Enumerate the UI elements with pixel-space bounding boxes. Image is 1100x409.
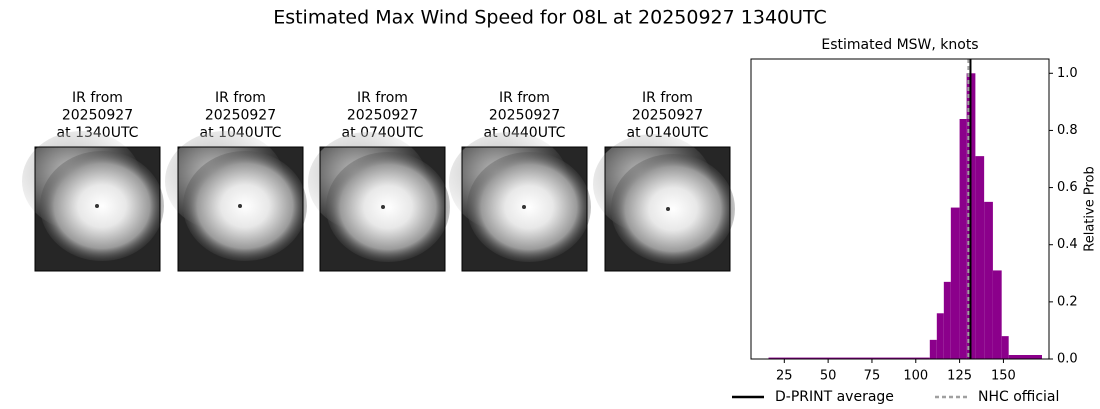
x-tick-label: 50 [820, 369, 837, 384]
panel-label: 20250927 [347, 108, 418, 124]
y-axis-label: Relative Prob [1083, 166, 1098, 251]
panel-label: IR from [357, 90, 408, 106]
panel-label: 20250927 [489, 108, 560, 124]
legend-label: NHC official [978, 389, 1059, 405]
panel-label: 20250927 [205, 108, 276, 124]
x-tick-label: 25 [776, 369, 793, 384]
y-tick-label: 0.6 [1057, 180, 1078, 195]
y-tick-label: 0.8 [1057, 123, 1078, 138]
histogram-bar [950, 207, 960, 359]
histogram-bar [1008, 355, 1042, 359]
panel-label: 20250927 [62, 108, 133, 124]
storm-eye [381, 205, 385, 209]
image-frame [34, 146, 161, 272]
panel-label: IR from [215, 90, 266, 106]
y-tick-label: 0.4 [1057, 237, 1078, 252]
image-frame [177, 146, 304, 272]
histogram-bar [975, 156, 985, 359]
x-tick-label: 100 [903, 369, 928, 384]
y-tick-label: 1.0 [1057, 66, 1078, 81]
x-tick-label: 75 [864, 369, 881, 384]
y-tick-label: 0.0 [1057, 352, 1078, 367]
y-tick-label: 0.2 [1057, 294, 1078, 309]
histogram-bar [984, 201, 993, 359]
storm-eye [238, 204, 242, 208]
panel-label: IR from [499, 90, 550, 106]
panel-label: IR from [642, 90, 693, 106]
storm-cloud [183, 151, 307, 261]
storm-cloud [467, 152, 591, 262]
histogram-bar [929, 339, 937, 359]
figure-title: Estimated Max Wind Speed for 08L at 2025… [273, 7, 827, 29]
histogram-bar [992, 270, 1002, 359]
histogram-bar [943, 281, 951, 359]
chart-title: Estimated MSW, knots [821, 37, 978, 53]
image-frame [604, 146, 731, 272]
x-tick-label: 125 [947, 369, 972, 384]
panel-label: IR from [72, 90, 123, 106]
storm-eye [666, 207, 670, 211]
histogram-bar [959, 119, 967, 359]
legend-label: D-PRINT average [775, 389, 894, 405]
storm-cloud [611, 154, 735, 264]
plot-frame [750, 58, 1050, 360]
histogram-bar [936, 313, 944, 359]
x-tick-label: 150 [991, 369, 1016, 384]
storm-cloud [326, 152, 450, 262]
storm-eye [95, 204, 99, 208]
histogram-bar [768, 357, 930, 359]
panel-label: 20250927 [632, 108, 703, 124]
histogram-bar [1001, 336, 1009, 359]
storm-cloud [40, 151, 164, 261]
image-frame [319, 146, 446, 272]
image-frame [461, 146, 588, 272]
storm-eye [522, 205, 526, 209]
